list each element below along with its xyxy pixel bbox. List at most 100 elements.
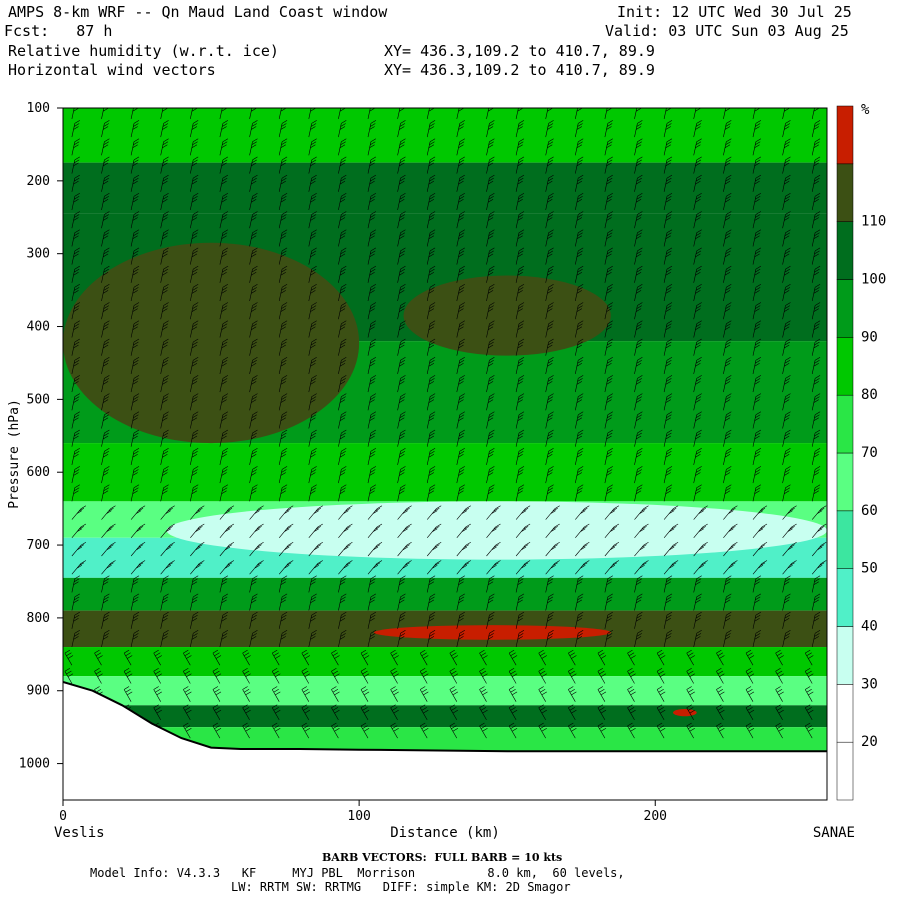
wind-barb-180 <box>219 193 229 211</box>
wind-barb-61 <box>101 575 110 593</box>
wind-barb-520 <box>479 649 488 666</box>
colorbar-unit: % <box>861 102 870 118</box>
wind-barb-270 <box>278 560 294 575</box>
wind-barb-512 <box>486 505 501 520</box>
wind-barb-904 <box>811 630 821 648</box>
wind-barb-840 <box>782 108 790 119</box>
wind-barb-243 <box>242 704 251 721</box>
wind-barb-669 <box>634 174 643 192</box>
wind-barb-725 <box>663 560 679 575</box>
wind-barb-710 <box>663 284 673 302</box>
wind-barb-219 <box>249 265 258 283</box>
wind-barb-462 <box>456 229 465 247</box>
wind-barb-187 <box>219 320 229 338</box>
wind-barb-153 <box>190 338 199 356</box>
wind-barb-587 <box>545 593 554 611</box>
wind-barb-439 <box>426 447 436 465</box>
rh-band-7 <box>63 577 827 611</box>
wind-barb-141 <box>190 120 199 138</box>
wind-barb-294 <box>308 356 317 374</box>
wind-barb-859 <box>782 447 791 465</box>
wind-barb-555 <box>508 649 518 666</box>
wind-barb-382 <box>360 686 370 702</box>
wind-barb-372 <box>367 505 383 520</box>
wind-barb-535 <box>515 284 525 302</box>
x-tick-label-200: 200 <box>644 809 667 824</box>
wind-barb-769 <box>686 722 695 739</box>
wind-barb-250 <box>278 193 288 211</box>
wind-barb-122 <box>160 411 169 429</box>
wind-barb-901 <box>811 575 821 593</box>
wind-barb-702 <box>663 138 673 156</box>
wind-barb-397 <box>397 320 406 338</box>
wind-barb-750 <box>693 375 702 393</box>
wind-barb-169 <box>190 630 199 648</box>
wind-barb-46 <box>101 302 110 320</box>
wind-barb-713 <box>663 338 673 356</box>
y-tick-label-600: 600 <box>27 465 50 480</box>
wind-barb-728 <box>663 611 673 629</box>
wind-barb-909 <box>804 722 814 739</box>
wind-barb-407 <box>397 505 412 520</box>
wind-barb-406 <box>397 484 406 502</box>
wind-barb-845 <box>782 193 791 211</box>
wind-barb-15 <box>71 375 80 393</box>
wind-barb-538 <box>515 338 525 356</box>
wind-barb-651 <box>604 484 613 502</box>
wind-barb-586 <box>545 575 554 593</box>
wind-barb-792 <box>723 505 738 520</box>
y-tick-label-300: 300 <box>27 247 50 262</box>
wind-barb-55 <box>101 466 110 484</box>
header-forecast: Fcst: 87 h <box>4 22 113 40</box>
wind-barb-460 <box>456 193 465 211</box>
wind-barb-700 <box>663 108 671 119</box>
wind-barb-207 <box>212 686 222 702</box>
wind-barb-390 <box>397 193 406 211</box>
wind-barb-903 <box>811 611 821 629</box>
wind-barb-619 <box>575 542 590 557</box>
wind-barb-514 <box>486 542 501 557</box>
wind-barb-557 <box>508 686 518 702</box>
wind-barb-479 <box>456 542 471 557</box>
wind-barb-716 <box>663 393 673 411</box>
wind-barb-149 <box>190 265 199 283</box>
wind-barb-814 <box>752 265 762 283</box>
wind-barb-648 <box>604 429 613 447</box>
wind-barb-279 <box>271 722 281 739</box>
wind-barb-465 <box>456 284 465 302</box>
wind-barb-416 <box>390 668 399 684</box>
wind-barb-25 <box>71 560 87 575</box>
wind-barb-785 <box>723 375 732 393</box>
wind-barb-515 <box>486 560 501 575</box>
wind-barb-319 <box>338 174 347 192</box>
wind-barb-896 <box>811 484 821 502</box>
wind-barb-833 <box>752 611 762 629</box>
wind-barb-533 <box>515 247 525 265</box>
wind-barb-762 <box>693 593 702 611</box>
wind-barb-652 <box>604 505 620 520</box>
wind-barb-119 <box>160 356 169 374</box>
wind-barb-57 <box>101 505 116 520</box>
wind-barb-455 <box>456 108 464 119</box>
wind-barb-536 <box>515 302 525 320</box>
wind-barb-7 <box>71 229 80 247</box>
y-axis-label: Pressure (hPa) <box>7 399 22 509</box>
wind-barb-546 <box>515 484 525 502</box>
wind-barb-692 <box>634 593 643 611</box>
wind-barb-338 <box>338 523 353 538</box>
wind-barb-165 <box>190 560 205 575</box>
wind-barb-709 <box>663 265 673 283</box>
colorbar-swatch-2 <box>836 626 854 685</box>
wind-barb-826 <box>752 484 762 502</box>
wind-barb-657 <box>604 593 613 611</box>
wind-barb-545 <box>515 466 525 484</box>
wind-barb-316 <box>338 120 347 138</box>
wind-barb-519 <box>486 630 495 648</box>
wind-barb-598 <box>575 156 584 174</box>
wind-barb-93 <box>130 523 146 538</box>
wind-barb-770 <box>723 108 731 119</box>
wind-barb-273 <box>278 611 288 629</box>
wind-barb-738 <box>693 156 702 174</box>
wind-barb-374 <box>367 542 383 557</box>
wind-barb-152 <box>190 320 199 338</box>
